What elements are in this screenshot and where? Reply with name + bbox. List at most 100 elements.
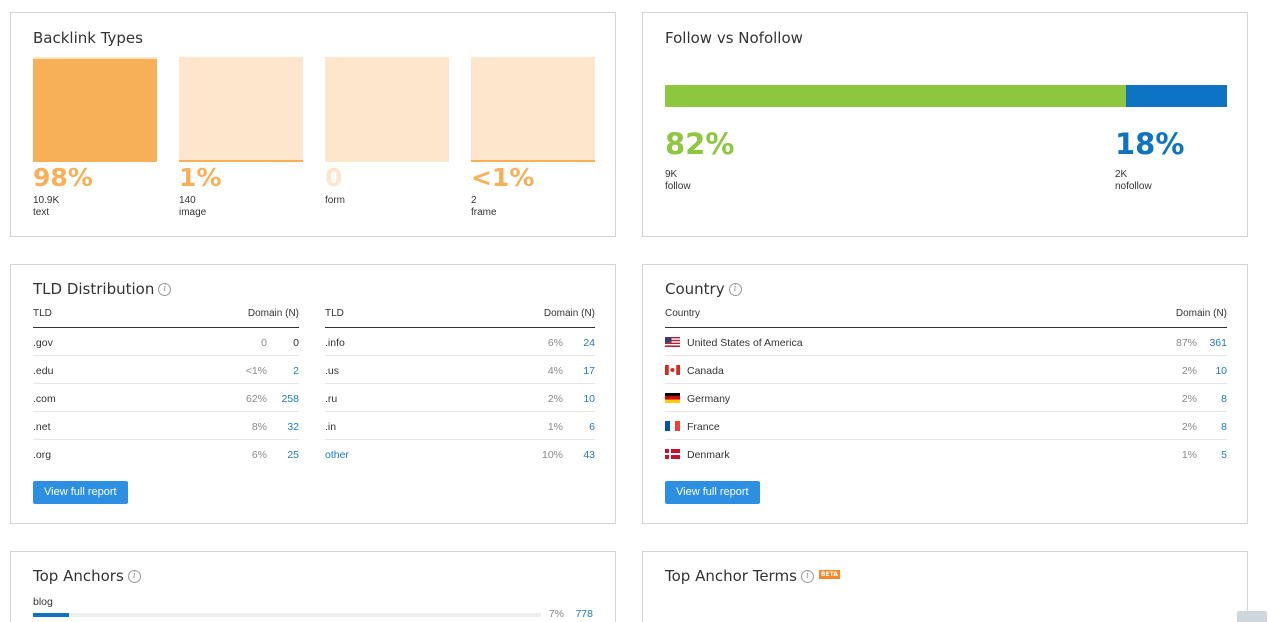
tld-pct: 0 (261, 337, 267, 349)
tld-name: .info (325, 337, 345, 349)
tld-pct: 6% (251, 449, 267, 461)
tld-count-link[interactable]: 10 (583, 393, 595, 405)
ca-flag-icon (665, 365, 680, 376)
backlink-type-pct: 98% (33, 163, 93, 192)
country-view-full-report-button[interactable]: View full report (665, 481, 760, 504)
tld-count-link[interactable]: 2 (293, 365, 299, 377)
tld-table-right: TLD Domain (N) .info 6% 24 .us 4% 17 .ru… (325, 307, 595, 468)
top-anchors-title-text: Top Anchors (33, 567, 124, 585)
backlink-type-bar (325, 57, 449, 162)
anchor-share-bar (33, 613, 541, 617)
backlink-type-label: frame (471, 207, 497, 218)
tld-count-link[interactable]: 17 (583, 365, 595, 377)
fr-flag-icon (665, 421, 680, 432)
tld-name: .com (33, 393, 56, 405)
country-count-link[interactable]: 10 (1215, 365, 1227, 377)
table-row: other 10% 43 (325, 440, 595, 468)
tld-table-header: TLD Domain (N) (33, 307, 299, 328)
country-title: Country i (665, 280, 742, 298)
info-icon[interactable]: i (158, 283, 172, 296)
tld-count-link[interactable]: 43 (583, 449, 595, 461)
de-flag-icon (665, 393, 680, 404)
anchor-share-fill (33, 613, 69, 617)
table-row: France 2% 8 (665, 412, 1227, 440)
anchor-text[interactable]: blog (33, 596, 53, 608)
country-pct: 87% (1175, 337, 1197, 349)
country-table-header: Country Domain (N) (665, 307, 1227, 328)
top-anchor-terms-card: Top Anchor Terms i BETA (642, 551, 1248, 622)
tld-column-header[interactable]: TLD (33, 308, 52, 319)
country-name: Denmark (687, 449, 730, 461)
top-anchors-card: Top Anchors i blog 7% 778 (10, 551, 616, 622)
tld-name: .in (325, 421, 337, 433)
tld-view-full-report-button[interactable]: View full report (33, 481, 128, 504)
country-count-link[interactable]: 361 (1209, 337, 1227, 349)
country-count-link[interactable]: 8 (1221, 393, 1227, 405)
domain-column-header[interactable]: Domain (N) (543, 308, 595, 319)
anchor-pct: 7% (548, 608, 564, 620)
table-row: Denmark 1% 5 (665, 440, 1227, 468)
backlink-type-label: text (33, 207, 50, 218)
backlink-type-count: 2 (471, 195, 477, 206)
country-title-text: Country (665, 280, 725, 298)
tld-pct: <1% (245, 365, 267, 377)
domain-column-header[interactable]: Domain (N) (1175, 308, 1227, 319)
tld-count: 0 (293, 337, 299, 349)
tld-name: .net (33, 421, 51, 433)
anchor-count-link[interactable]: 778 (575, 608, 593, 620)
tld-count-link[interactable]: 32 (287, 421, 299, 433)
country-name: France (687, 421, 720, 433)
table-row: .in 1% 6 (325, 412, 595, 440)
nofollow-pct: 18% (1115, 127, 1185, 161)
other-tld-link[interactable]: other (325, 449, 349, 461)
tld-count-link[interactable]: 25 (287, 449, 299, 461)
country-count-link[interactable]: 8 (1221, 421, 1227, 433)
info-icon[interactable]: i (127, 570, 141, 583)
top-anchor-terms-title: Top Anchor Terms i BETA (665, 567, 840, 585)
tld-table-header: TLD Domain (N) (325, 307, 595, 328)
table-row: Canada 2% 10 (665, 356, 1227, 384)
tld-count-link[interactable]: 258 (281, 393, 299, 405)
follow-pct: 82% (665, 127, 735, 161)
country-name-cell: Canada (665, 365, 724, 377)
top-anchor-terms-title-text: Top Anchor Terms (665, 567, 797, 585)
info-icon[interactable]: i (800, 570, 814, 583)
top-anchors-title: Top Anchors i (33, 567, 141, 585)
info-icon[interactable]: i (728, 283, 742, 296)
tld-title-text: TLD Distribution (33, 280, 155, 298)
tld-count-link[interactable]: 24 (583, 337, 595, 349)
backlink-type-label: image (179, 207, 207, 218)
tld-column-header[interactable]: TLD (325, 308, 344, 319)
backlink-types-title: Backlink Types (33, 29, 143, 47)
country-count-link[interactable]: 5 (1221, 449, 1227, 461)
table-row: Germany 2% 8 (665, 384, 1227, 412)
country-name-cell: Germany (665, 393, 730, 405)
backlink-type-bar (471, 57, 595, 162)
beta-badge: BETA (818, 570, 840, 579)
tld-count-link[interactable]: 6 (589, 421, 595, 433)
follow-ratio-bar[interactable] (665, 85, 1227, 107)
backlink-types-card: Backlink Types 98% 10.9K text 1% 140 ima… (10, 12, 616, 237)
table-row: .net 8% 32 (33, 412, 299, 440)
country-column-header[interactable]: Country (665, 308, 701, 319)
table-row: .ru 2% 10 (325, 384, 595, 412)
follow-count: 9K (665, 169, 678, 180)
country-pct: 2% (1181, 393, 1197, 405)
table-row: .org 6% 25 (33, 440, 299, 468)
country-pct: 2% (1181, 421, 1197, 433)
feedback-tab-button[interactable] (1237, 611, 1267, 622)
tld-name: .gov (33, 337, 53, 349)
country-name: United States of America (687, 337, 803, 349)
table-row: .edu <1% 2 (33, 356, 299, 384)
table-row: .gov 0 0 (33, 328, 299, 356)
domain-column-header[interactable]: Domain (N) (247, 308, 299, 319)
country-name: Canada (687, 365, 724, 377)
dk-flag-icon (665, 449, 680, 460)
backlink-type-bar (179, 57, 303, 162)
tld-pct: 1% (547, 421, 563, 433)
tld-pct: 4% (547, 365, 563, 377)
backlink-type-pct: 1% (179, 163, 222, 192)
backlink-type-count: 140 (179, 195, 196, 206)
nofollow-label: nofollow (1115, 181, 1152, 192)
table-row: .info 6% 24 (325, 328, 595, 356)
